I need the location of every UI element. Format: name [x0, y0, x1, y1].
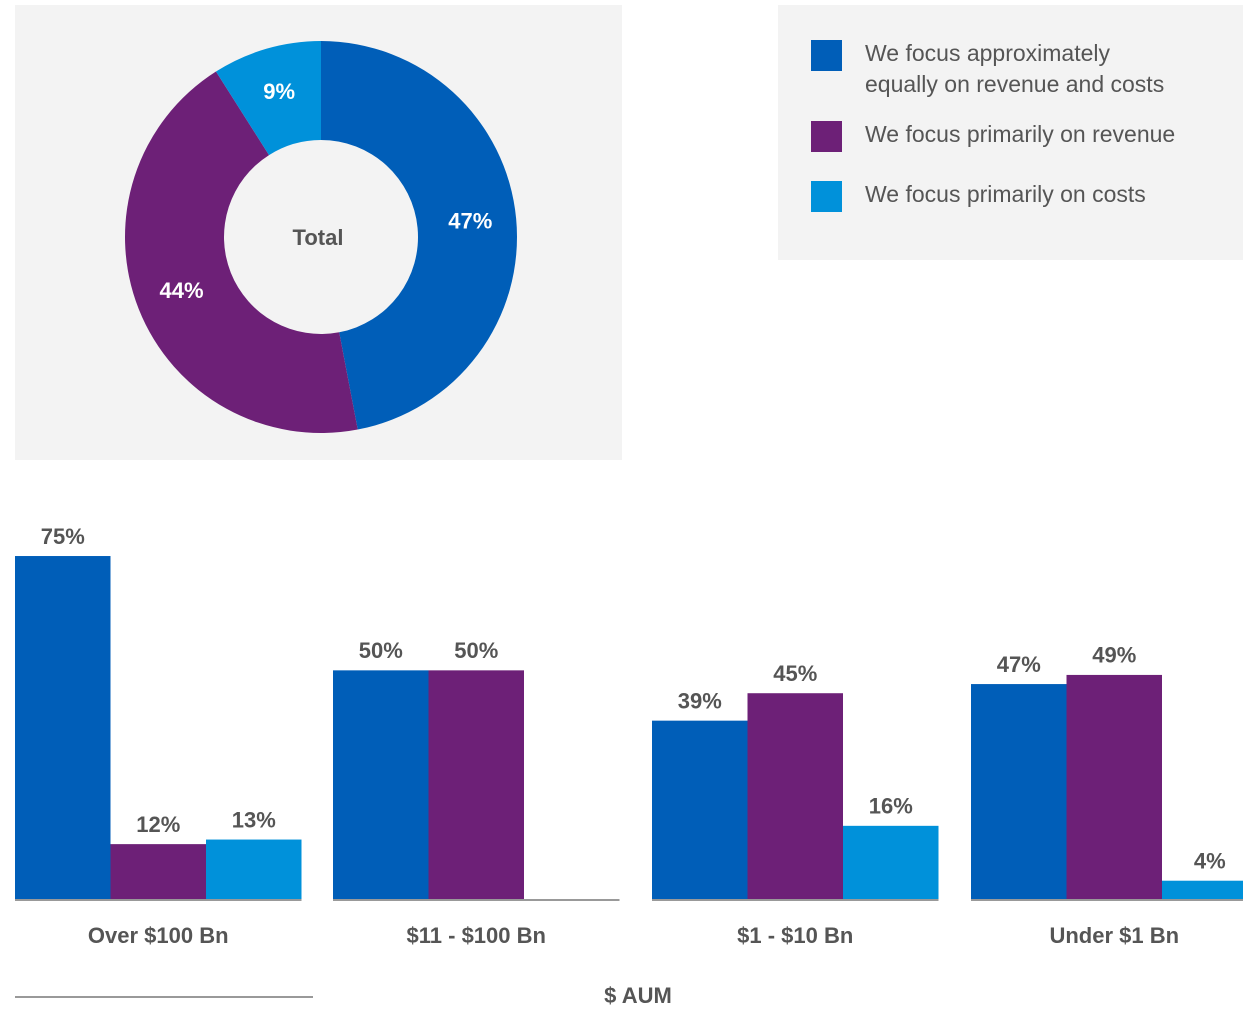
bar [652, 720, 748, 899]
bar [15, 556, 111, 899]
legend-entry: We focus primarily on revenue [811, 119, 1183, 152]
bar-value-label: 47% [997, 652, 1041, 677]
slice-label: 47% [448, 209, 492, 234]
x-tick-label: $11 - $100 Bn [407, 923, 546, 948]
donut-slice [215, 41, 321, 156]
legend-entry: We focus primarily on costs [811, 179, 1183, 212]
slice-label: 9% [263, 79, 295, 104]
donut-slice [125, 71, 358, 434]
bar [428, 670, 524, 899]
bar-value-label: 4% [1194, 849, 1226, 874]
slice-label: 44% [160, 278, 204, 303]
legend-label: We focus primarily on revenue [865, 121, 1176, 147]
legend-label: We focus approximately equally on revenu… [865, 40, 1165, 97]
legend: We focus approximately equally on revenu… [778, 5, 1243, 260]
bar-value-label: 50% [454, 638, 498, 663]
bar-value-label: 50% [359, 638, 403, 663]
x-tick-label: $1 - $10 Bn [737, 923, 853, 948]
legend-swatch [811, 181, 842, 212]
bar-value-label: 13% [232, 807, 276, 832]
bar-value-label: 75% [41, 524, 85, 549]
bar [971, 684, 1067, 899]
x-tick-label: Over $100 Bn [88, 923, 229, 948]
bar-value-label: 45% [773, 661, 817, 686]
donut-center-label: Total [293, 225, 344, 250]
donut-slice [321, 41, 517, 430]
bar [110, 844, 206, 899]
bar-value-label: 39% [678, 688, 722, 713]
bar [843, 825, 939, 899]
bar-value-label: 12% [136, 812, 180, 837]
bar [1162, 880, 1243, 899]
bar-value-label: 49% [1092, 643, 1136, 668]
bar-value-label: 16% [869, 794, 913, 819]
legend-swatch [811, 40, 842, 71]
x-tick-label: Under $1 Bn [1049, 923, 1179, 948]
x-axis-label: $ AUM [604, 983, 672, 1008]
legend-swatch [811, 121, 842, 152]
legend-entry: We focus approximately equally on revenu… [811, 38, 1183, 100]
legend-label: We focus primarily on costs [865, 181, 1146, 207]
bar [333, 670, 429, 899]
bar [1066, 674, 1162, 899]
bar [206, 839, 302, 899]
bar [747, 693, 843, 899]
